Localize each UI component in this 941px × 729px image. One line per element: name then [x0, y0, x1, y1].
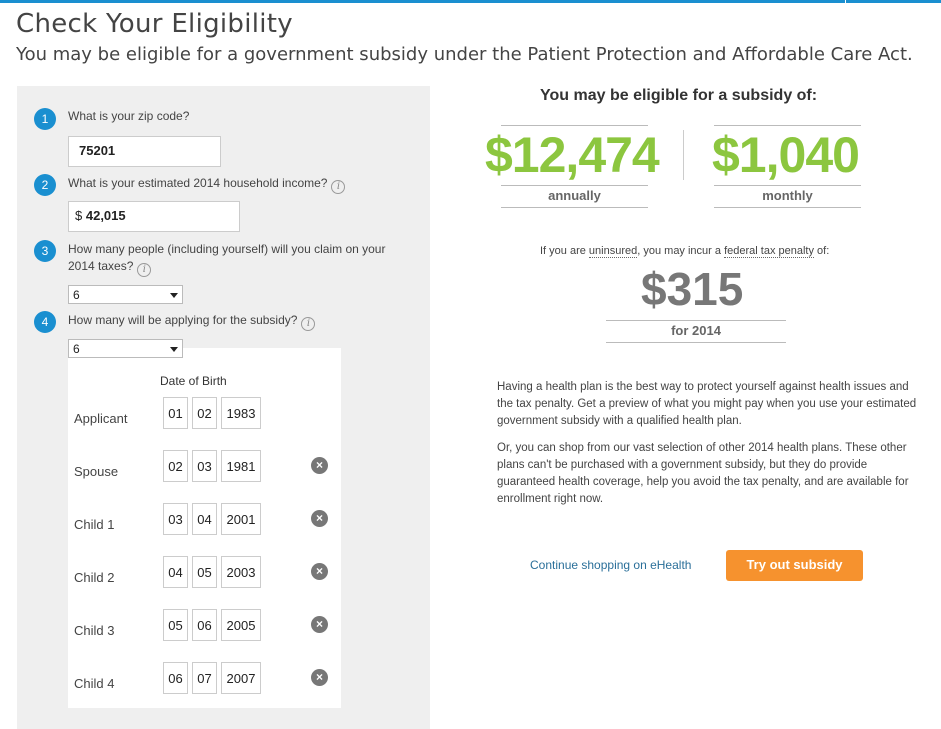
dob-day-input[interactable]: 06 [192, 609, 217, 641]
dob-year-input[interactable]: 2007 [221, 662, 261, 694]
dob-month-input[interactable]: 03 [163, 503, 188, 535]
remove-applicant-icon[interactable]: × [311, 510, 328, 527]
chevron-down-icon [170, 347, 178, 352]
page-title: Check Your Eligibility [16, 9, 293, 39]
child-2-row: Child 2 04 05 2003 × [68, 556, 341, 596]
step-4-badge: 4 [34, 311, 56, 333]
dob-header: Date of Birth [160, 374, 227, 388]
child-3-row: Child 3 05 06 2005 × [68, 609, 341, 649]
annual-subsidy-amount: $12,474 [485, 127, 660, 183]
divider [606, 320, 786, 321]
dob-day-input[interactable]: 02 [192, 397, 217, 429]
child-4-row: Child 4 06 07 2007 × [68, 662, 341, 702]
zip-question: What is your zip code? [68, 109, 190, 123]
uninsured-term-link[interactable]: uninsured [588, 245, 638, 258]
divider [501, 185, 648, 186]
applicant-row: Applicant 01 02 1983 [68, 397, 341, 437]
continue-shopping-link[interactable]: Continue shopping on eHealth [530, 558, 692, 572]
dob-day-input[interactable]: 04 [192, 503, 217, 535]
dob-month-input[interactable]: 06 [163, 662, 188, 694]
dob-panel: Date of Birth Applicant 01 02 1983 Spous… [68, 348, 341, 708]
divider [501, 125, 648, 126]
chevron-down-icon [170, 293, 178, 298]
dob-day-input[interactable]: 03 [192, 450, 217, 482]
penalty-year-label: for 2014 [671, 323, 721, 338]
dob-year-input[interactable]: 2005 [221, 609, 261, 641]
step-3-badge: 3 [34, 240, 56, 262]
dob-month-input[interactable]: 05 [163, 609, 188, 641]
row-label: Applicant [74, 411, 128, 426]
remove-applicant-icon[interactable]: × [311, 457, 328, 474]
dob-year-input[interactable]: 1981 [221, 450, 261, 482]
row-label: Child 1 [74, 517, 115, 532]
row-label: Spouse [74, 464, 119, 479]
divider [501, 207, 648, 208]
info-icon[interactable]: i [331, 180, 346, 194]
divider [714, 207, 861, 208]
income-question: What is your estimated 2014 household in… [68, 175, 346, 194]
remove-applicant-icon[interactable]: × [311, 616, 328, 633]
divider [606, 342, 786, 343]
dob-day-input[interactable]: 05 [192, 556, 217, 588]
applicants-count-select[interactable]: 6 [68, 339, 183, 358]
monthly-subsidy-amount: $1,040 [712, 127, 860, 183]
step-1-badge: 1 [34, 108, 56, 130]
monthly-label: monthly [762, 188, 813, 203]
applicants-question: How many will be applying for the subsid… [68, 312, 316, 331]
divider [714, 125, 861, 126]
dob-month-input[interactable]: 04 [163, 556, 188, 588]
remove-applicant-icon[interactable]: × [311, 669, 328, 686]
dob-year-input[interactable]: 2001 [221, 503, 261, 535]
dob-day-input[interactable]: 07 [192, 662, 217, 694]
dob-month-input[interactable]: 01 [163, 397, 188, 429]
tax-people-select[interactable]: 6 [68, 285, 183, 304]
annually-label: annually [548, 188, 601, 203]
penalty-question: If you are uninsured, you may incur a fe… [540, 245, 830, 258]
child-1-row: Child 1 03 04 2001 × [68, 503, 341, 543]
tax-people-question: How many people (including yourself) wil… [68, 242, 386, 277]
household-income-input[interactable]: $ 42,015 [68, 201, 240, 232]
dob-year-input[interactable]: 1983 [221, 397, 261, 429]
divider [683, 130, 684, 180]
tax-penalty-term-link[interactable]: federal tax penalty [724, 245, 814, 258]
info-icon[interactable]: i [301, 317, 316, 331]
other-plans-paragraph: Or, you can shop from our vast selection… [497, 442, 909, 505]
subsidy-heading: You may be eligible for a subsidy of: [540, 87, 818, 104]
divider [714, 185, 861, 186]
row-label: Child 2 [74, 570, 115, 585]
zip-code-input[interactable]: 75201 [68, 136, 221, 167]
step-2-badge: 2 [34, 174, 56, 196]
try-out-subsidy-button[interactable]: Try out subsidy [726, 550, 863, 581]
remove-applicant-icon[interactable]: × [311, 563, 328, 580]
spouse-row: Spouse 02 03 1981 × [68, 450, 341, 490]
info-icon[interactable]: i [137, 263, 152, 277]
dob-year-input[interactable]: 2003 [221, 556, 261, 588]
subsidy-paragraph: Having a health plan is the best way to … [497, 381, 917, 427]
row-label: Child 3 [74, 623, 115, 638]
dob-month-input[interactable]: 02 [163, 450, 188, 482]
page-subtitle: You may be eligible for a government sub… [16, 44, 913, 65]
top-accent-bar [0, 0, 941, 3]
penalty-amount: $315 [641, 263, 744, 315]
row-label: Child 4 [74, 676, 115, 691]
